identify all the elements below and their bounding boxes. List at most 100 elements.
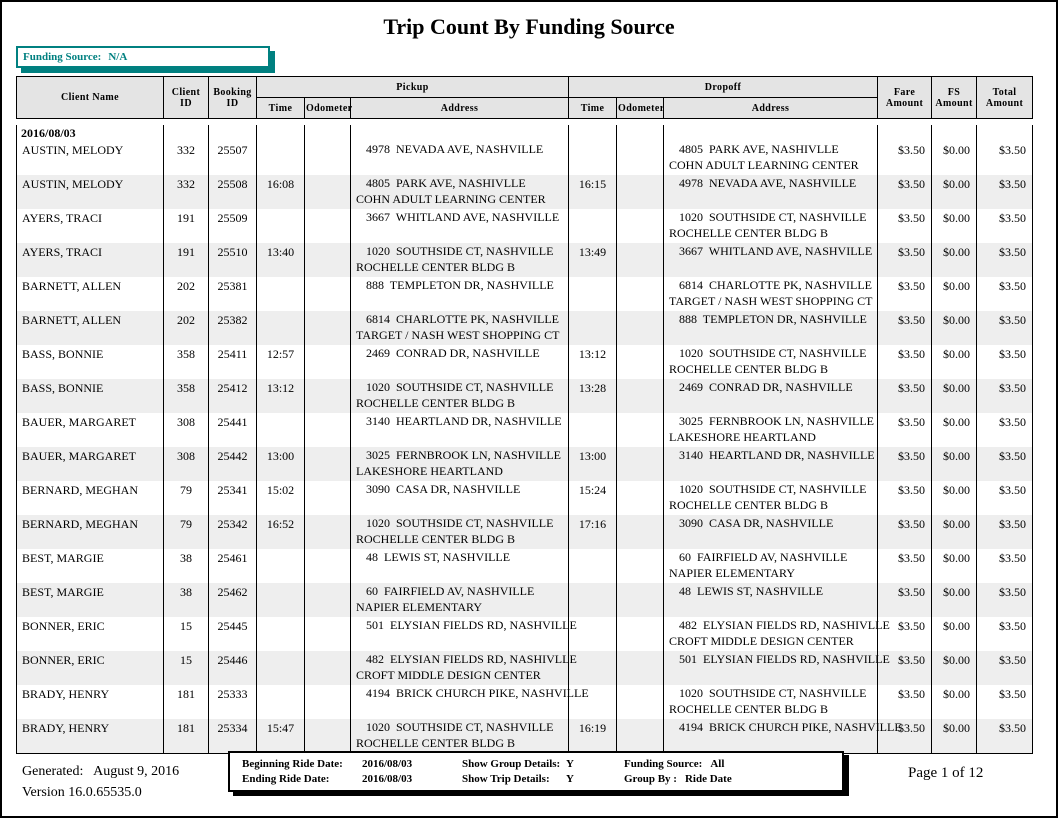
- dropoff-address-cell: 1020 SOUTHSIDE CT, NASHVILLE ROCHELLE CEN…: [663, 685, 878, 719]
- total-amount-cell: $3.50: [976, 719, 1033, 754]
- group-date-empty-cell: [877, 125, 932, 141]
- dropoff-time-cell: [568, 141, 617, 175]
- col-header-dropoff-odometer: Odometer: [616, 97, 664, 119]
- address-line-1: 888 TEMPLETON DR, NASHVILLE: [679, 312, 867, 326]
- client-name-cell: BERNARD, MEGHAN: [16, 515, 164, 549]
- client-name-cell: BONNER, ERIC: [16, 651, 164, 685]
- dropoff-time-cell: [568, 209, 617, 243]
- pickup-address-cell: 1020 SOUTHSIDE CT, NASHVILLE ROCHELLE CEN…: [350, 515, 569, 549]
- total-amount-cell: $3.50: [976, 413, 1033, 447]
- address-line-2: NAPIER ELEMENTARY: [356, 600, 483, 614]
- pickup-time-cell: [256, 311, 305, 345]
- client-id-cell: 308: [163, 447, 209, 481]
- total-amount-cell: $3.50: [976, 481, 1033, 515]
- total-amount-cell: $3.50: [976, 685, 1033, 719]
- fs-amount-cell: $0.00: [931, 379, 977, 413]
- booking-id-cell: 25446: [208, 651, 257, 685]
- pickup-address-cell: 2469 CONRAD DR, NASHVILLE: [350, 345, 569, 379]
- total-amount-cell: $3.50: [976, 345, 1033, 379]
- client-id-cell: 308: [163, 413, 209, 447]
- address-line-1: 60 FAIRFIELD AV, NASHVILLE: [366, 584, 535, 598]
- dropoff-address-cell: 888 TEMPLETON DR, NASHVILLE: [663, 311, 878, 345]
- fs-amount-cell: $0.00: [931, 209, 977, 243]
- client-id-cell: 79: [163, 515, 209, 549]
- col-header-dropoff: Dropoff: [568, 76, 879, 98]
- booking-id-cell: 25342: [208, 515, 257, 549]
- address-line-1: 1020 SOUTHSIDE CT, NASHVILLE: [366, 720, 554, 734]
- col-header-pickup: Pickup: [255, 76, 570, 98]
- dropoff-address-cell: 48 LEWIS ST, NASHVILLE: [663, 583, 878, 617]
- booking-id-cell: 25341: [208, 481, 257, 515]
- dropoff-odometer-cell: [616, 175, 664, 209]
- dropoff-odometer-cell: [616, 549, 664, 583]
- col-header-fare-amount: Fare Amount: [877, 76, 933, 119]
- pickup-odometer-cell: [304, 447, 351, 481]
- generated-block: Generated: August 9, 2016 Version 16.0.6…: [22, 761, 179, 803]
- fare-amount-cell: $3.50: [877, 311, 932, 345]
- col-header-pickup-address: Address: [349, 97, 570, 119]
- client-name-cell: AYERS, TRACI: [16, 243, 164, 277]
- address-line-1: 4805 PARK AVE, NASHIVLLE: [366, 176, 526, 190]
- ending-ride-date-value: 2016/08/03: [362, 772, 413, 785]
- fare-amount-cell: $3.50: [877, 413, 932, 447]
- pickup-address-cell: 1020 SOUTHSIDE CT, NASHVILLE ROCHELLE CEN…: [350, 243, 569, 277]
- table-row: AYERS, TRACI 191 25510 13:40 1020 SOUTHSIDE …: [16, 243, 1033, 277]
- dropoff-time-cell: 13:49: [568, 243, 617, 277]
- address-line-1: 482 ELYSIAN FIELDS RD, NASHIVLLE: [366, 652, 577, 666]
- address-line-2: TARGET / NASH WEST SHOPPING CT: [356, 328, 560, 342]
- client-id-cell: 38: [163, 549, 209, 583]
- client-id-cell: 332: [163, 141, 209, 175]
- address-line-1: 501 ELYSIAN FIELDS RD, NASHVILLE: [366, 618, 577, 632]
- dropoff-address-cell: 60 FAIRFIELD AV, NASHVILLE NAPIER ELEMENT…: [663, 549, 878, 583]
- dropoff-time-cell: 13:00: [568, 447, 617, 481]
- booking-id-cell: 25442: [208, 447, 257, 481]
- pickup-address-cell: 3140 HEARTLAND DR, NASHVILLE: [350, 413, 569, 447]
- dropoff-time-cell: 16:19: [568, 719, 617, 754]
- address-line-2: LAKESHORE HEARTLAND: [669, 430, 816, 444]
- dropoff-odometer-cell: [616, 379, 664, 413]
- address-line-1: 1020 SOUTHSIDE CT, NASHVILLE: [366, 380, 554, 394]
- group-date-row: 2016/08/03: [16, 125, 1033, 141]
- pickup-odometer-cell: [304, 345, 351, 379]
- client-name-cell: BARNETT, ALLEN: [16, 277, 164, 311]
- pickup-time-cell: 12:57: [256, 345, 305, 379]
- dropoff-address-cell: 3140 HEARTLAND DR, NASHVILLE: [663, 447, 878, 481]
- fare-amount-cell: $3.50: [877, 549, 932, 583]
- address-line-1: 6814 CHARLOTTE PK, NASHVILLE: [366, 312, 559, 326]
- dropoff-address-cell: 1020 SOUTHSIDE CT, NASHVILLE ROCHELLE CEN…: [663, 345, 878, 379]
- dropoff-odometer-cell: [616, 583, 664, 617]
- pickup-time-cell: [256, 583, 305, 617]
- col-header-dropoff-time: Time: [568, 97, 618, 119]
- table-row: BONNER, ERIC 15 25445 501 ELYSIAN FIELDS RD…: [16, 617, 1033, 651]
- address-line-1: 48 LEWIS ST, NASHVILLE: [366, 550, 511, 564]
- client-name-cell: BRADY, HENRY: [16, 719, 164, 754]
- dropoff-address-cell: 4194 BRICK CHURCH PIKE, NASHVILLE: [663, 719, 902, 754]
- fare-amount-cell: $3.50: [877, 345, 932, 379]
- table-row: BONNER, ERIC 15 25446 482 ELYSIAN FIELDS RD…: [16, 651, 1033, 685]
- dropoff-odometer-cell: [616, 685, 664, 719]
- booking-id-cell: 25507: [208, 141, 257, 175]
- pickup-odometer-cell: [304, 379, 351, 413]
- fare-amount-cell: $3.50: [877, 685, 932, 719]
- fs-amount-cell: $0.00: [931, 277, 977, 311]
- show-group-details-value: Y: [566, 757, 574, 770]
- fs-amount-cell: $0.00: [931, 719, 977, 754]
- pickup-time-cell: 16:08: [256, 175, 305, 209]
- total-amount-cell: $3.50: [976, 651, 1033, 685]
- address-line-1: 2469 CONRAD DR, NASHVILLE: [366, 346, 540, 360]
- pickup-odometer-cell: [304, 515, 351, 549]
- group-by-label: Group By :: [624, 772, 677, 785]
- pickup-odometer-cell: [304, 413, 351, 447]
- pickup-address-cell: 60 FAIRFIELD AV, NASHVILLE NAPIER ELEMENT…: [350, 583, 569, 617]
- total-amount-cell: $3.50: [976, 515, 1033, 549]
- table-row: AYERS, TRACI 191 25509 3667 WHITLAND AVE, N…: [16, 209, 1033, 243]
- dropoff-odometer-cell: [616, 515, 664, 549]
- client-name-cell: BAUER, MARGARET: [16, 413, 164, 447]
- client-id-cell: 332: [163, 175, 209, 209]
- show-trip-details-label: Show Trip Details:: [462, 772, 550, 785]
- total-amount-cell: $3.50: [976, 311, 1033, 345]
- fare-amount-cell: $3.50: [877, 651, 932, 685]
- fare-amount-cell: $3.50: [877, 583, 932, 617]
- group-date-empty-cell: [350, 125, 569, 141]
